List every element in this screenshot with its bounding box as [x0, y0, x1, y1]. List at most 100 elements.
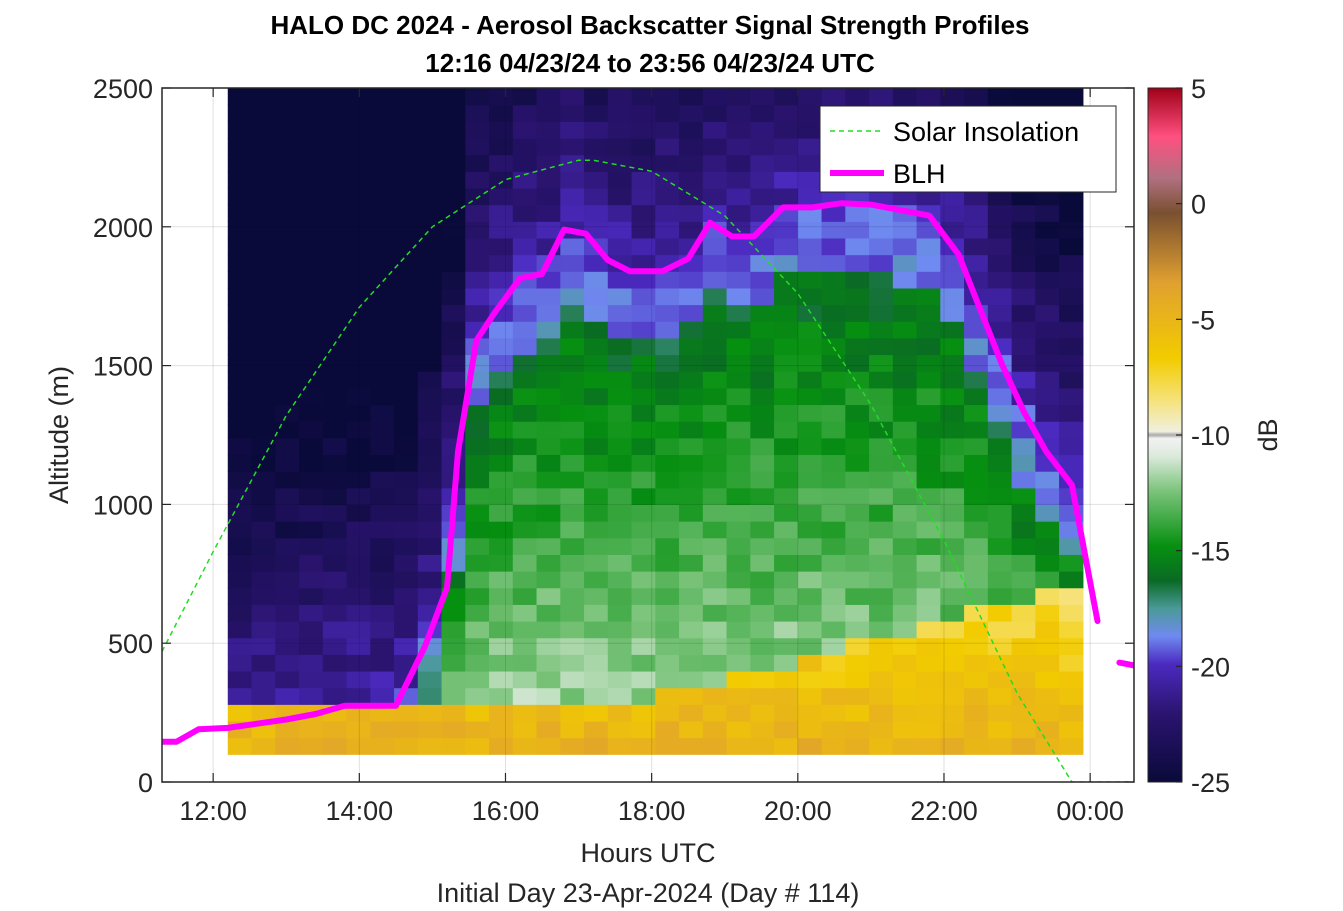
heatmap-cell — [916, 620, 941, 639]
heatmap-cell — [560, 604, 585, 622]
heatmap-cell — [251, 187, 276, 206]
heatmap-cell — [940, 571, 965, 589]
heatmap-cell — [821, 620, 846, 639]
y-tick-label: 500 — [108, 629, 153, 659]
heatmap-cell — [726, 237, 751, 256]
heatmap-cell — [417, 404, 443, 422]
series-layer — [162, 159, 1134, 782]
heatmap-cell — [964, 720, 989, 739]
colorbar-label: dB — [1253, 418, 1283, 451]
heatmap-cell — [227, 687, 253, 705]
heatmap-cell — [607, 620, 633, 639]
heatmap-cell — [679, 521, 704, 539]
heatmap-cell — [726, 504, 751, 522]
heatmap-cell — [346, 437, 371, 456]
heatmap-cell — [964, 321, 989, 339]
heatmap-cell — [821, 437, 846, 456]
heatmap-cell — [275, 604, 300, 622]
heatmap-cell — [441, 387, 466, 406]
heatmap-cell — [275, 620, 300, 639]
heatmap-cell — [322, 171, 348, 189]
heatmap-cell — [584, 454, 609, 472]
legend: Solar Insolation BLH — [819, 105, 1117, 193]
heatmap-cell — [1011, 221, 1036, 239]
heatmap-cell — [750, 654, 775, 672]
heatmap-cell — [322, 604, 348, 622]
heatmap-cell — [1035, 204, 1060, 222]
heatmap-cell — [536, 421, 561, 439]
heatmap-cell — [346, 571, 371, 589]
heatmap-cell — [227, 171, 253, 189]
heatmap-cell — [679, 720, 704, 739]
heatmap-cell — [916, 437, 941, 456]
heatmap-cell — [1059, 587, 1084, 605]
heatmap-cell — [916, 737, 941, 755]
heatmap-cell — [750, 537, 775, 555]
heatmap-cell — [774, 504, 799, 522]
heatmap-cell — [869, 404, 894, 422]
heatmap-cell — [964, 337, 989, 356]
heatmap-cell — [251, 704, 276, 722]
heatmap-cell — [821, 637, 846, 655]
heatmap-cell — [370, 137, 395, 156]
heatmap-cell — [322, 237, 348, 256]
heatmap-cell — [251, 404, 276, 422]
heatmap-cell — [370, 637, 395, 655]
heatmap-cell — [892, 454, 918, 472]
heatmap-cell — [774, 604, 799, 622]
heatmap-cell — [394, 637, 419, 655]
heatmap-cell — [964, 587, 989, 605]
heatmap-cell — [394, 387, 419, 406]
heatmap-cell — [417, 154, 443, 172]
heatmap-cell — [536, 187, 561, 206]
heatmap-cell — [987, 387, 1013, 406]
heatmap-cell — [679, 437, 704, 456]
heatmap-cell — [607, 221, 633, 239]
heatmap-cell — [1035, 88, 1060, 106]
heatmap-cell — [1035, 287, 1060, 306]
heatmap-cell — [679, 304, 704, 322]
heatmap-cell — [821, 537, 846, 555]
heatmap-cell — [394, 304, 419, 322]
y-axis-label: Altitude (m) — [44, 366, 74, 504]
heatmap-cell — [750, 620, 775, 639]
heatmap-cell — [346, 237, 371, 256]
heatmap-cell — [584, 337, 609, 356]
heatmap-cell — [584, 104, 609, 122]
heatmap-cell — [536, 437, 561, 456]
heatmap-cell — [750, 604, 775, 622]
backscatter-heatmap — [227, 88, 1084, 755]
heatmap-cell — [370, 554, 395, 572]
heatmap-cell — [987, 271, 1013, 289]
heatmap-cell — [797, 437, 823, 456]
heatmap-cell — [441, 137, 466, 156]
heatmap-cell — [560, 254, 585, 272]
heatmap-cell — [1035, 237, 1060, 256]
heatmap-cell — [465, 720, 490, 739]
x-axis-label: Hours UTC — [580, 838, 715, 868]
heatmap-cell — [275, 554, 300, 572]
heatmap-cell — [489, 737, 514, 755]
heatmap-cell — [726, 387, 751, 406]
heatmap-cell — [869, 88, 894, 106]
heatmap-cell — [892, 321, 918, 339]
heatmap-cell — [821, 304, 846, 322]
heatmap-cell — [869, 354, 894, 372]
heatmap-cell — [631, 204, 656, 222]
heatmap-cell — [845, 720, 870, 739]
heatmap-cell — [1011, 571, 1036, 589]
heatmap-cell — [869, 454, 894, 472]
heatmap-cell — [821, 687, 846, 705]
heatmap-cell — [797, 171, 823, 189]
heatmap-cell — [774, 704, 799, 722]
heatmap-cell — [702, 104, 728, 122]
heatmap-cell — [251, 321, 276, 339]
heatmap-cell — [299, 404, 324, 422]
heatmap-cell — [512, 221, 538, 239]
heatmap-cell — [964, 371, 989, 389]
heatmap-cell — [916, 454, 941, 472]
heatmap-cell — [346, 454, 371, 472]
heatmap-cell — [1011, 304, 1036, 322]
heatmap-cell — [370, 337, 395, 356]
heatmap-cell — [560, 154, 585, 172]
